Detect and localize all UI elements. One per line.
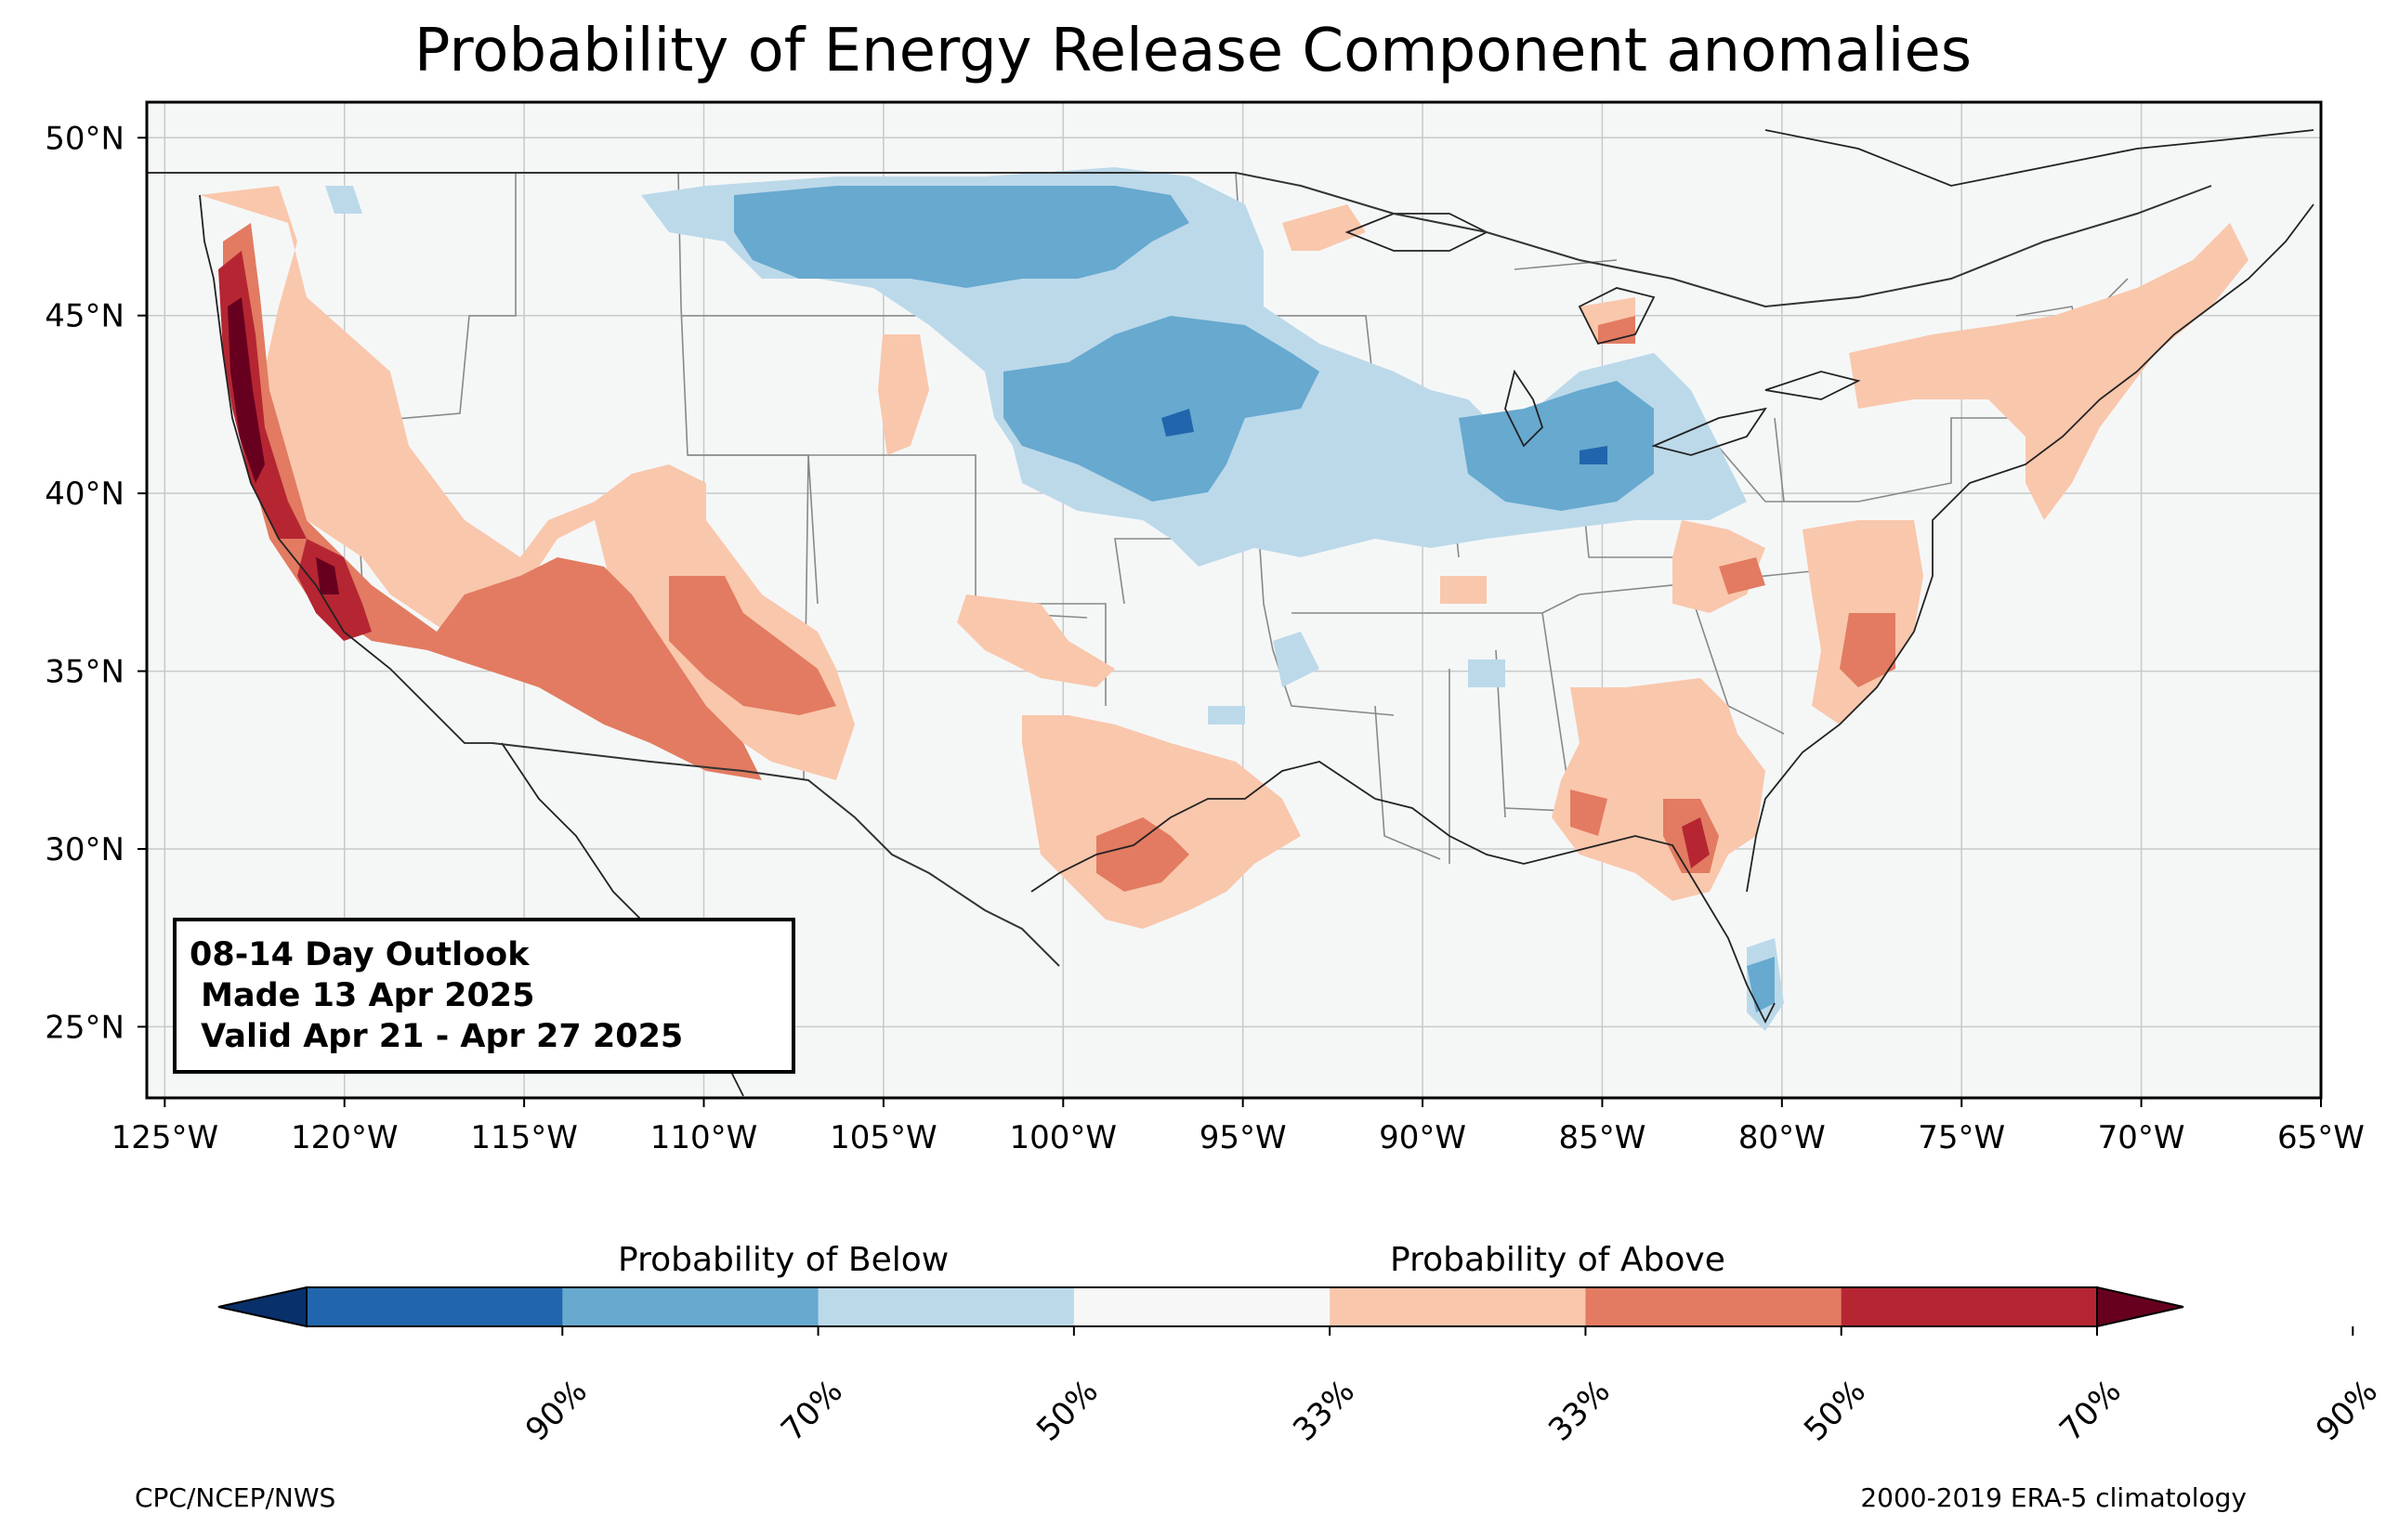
lon-tick-label: 90°W: [1379, 1119, 1466, 1156]
latitude-labels: 50°N 45°N 40°N 35°N 30°N 25°N: [45, 120, 125, 1046]
colorbar-swatch: [1841, 1287, 2098, 1326]
lon-tick-label: 75°W: [1918, 1119, 2005, 1156]
lon-tick-label: 95°W: [1200, 1119, 1287, 1156]
lat-tick-label: 35°N: [45, 654, 125, 691]
lon-tick-label: 115°W: [470, 1119, 578, 1156]
colorbar-swatch: [1073, 1287, 1331, 1326]
coastlines: [199, 129, 2314, 1097]
colorbar-below-label: Probability of Below: [618, 1241, 950, 1279]
map-frame: [145, 100, 2323, 1100]
lon-tick-label: 120°W: [291, 1119, 399, 1156]
lon-tick-label: 100°W: [1010, 1119, 1118, 1156]
lon-tick-label: 110°W: [650, 1119, 758, 1156]
colorbar-extend-low: [217, 1286, 308, 1328]
colorbar-swatch: [818, 1287, 1075, 1326]
lon-tick-label: 65°W: [2277, 1119, 2365, 1156]
outlook-info-box: 08-14 Day Outlook Made 13 Apr 2025 Valid…: [173, 918, 795, 1074]
colorbar-swatch: [307, 1287, 563, 1326]
colorbar-swatch: [562, 1287, 819, 1326]
made-date: Made 13 Apr 2025: [190, 977, 535, 1014]
lon-tick-label: 80°W: [1738, 1119, 1826, 1156]
lat-tick-label: 40°N: [45, 476, 125, 513]
colorbar-swatch: [1585, 1287, 1842, 1326]
colorbar-outline: [306, 1286, 2098, 1327]
longitude-labels: 125°W 120°W 115°W 110°W 105°W 100°W 95°W 90°W 85…: [111, 1119, 2365, 1156]
outlook-period: 08-14 Day Outlook: [190, 936, 530, 973]
lon-tick-label: 85°W: [1559, 1119, 1646, 1156]
footer-climatology: 2000-2019 ERA-5 climatology: [1860, 1482, 2247, 1513]
lat-tick-label: 45°N: [45, 298, 125, 335]
lon-tick-label: 70°W: [2098, 1119, 2185, 1156]
colorbar-extend-high: [2096, 1286, 2184, 1328]
lon-tick-label: 105°W: [830, 1119, 937, 1156]
lat-tick-label: 30°N: [45, 831, 125, 868]
country-border: [147, 172, 2212, 967]
axis-ticks: [138, 137, 2322, 1107]
valid-range: Valid Apr 21 - Apr 27 2025: [190, 1018, 684, 1055]
lon-tick-label: 125°W: [111, 1119, 219, 1156]
lat-tick-label: 50°N: [45, 120, 125, 157]
footer-source: CPC/NCEP/NWS: [135, 1482, 336, 1513]
lat-tick-label: 25°N: [45, 1009, 125, 1046]
colorbar-above-label: Probability of Above: [1390, 1241, 1725, 1279]
map-title: Probability of Energy Release Component …: [413, 17, 1973, 85]
colorbar-swatch: [1330, 1287, 1586, 1326]
colorbar: [217, 1286, 2354, 1336]
above-contours: [200, 186, 2248, 929]
